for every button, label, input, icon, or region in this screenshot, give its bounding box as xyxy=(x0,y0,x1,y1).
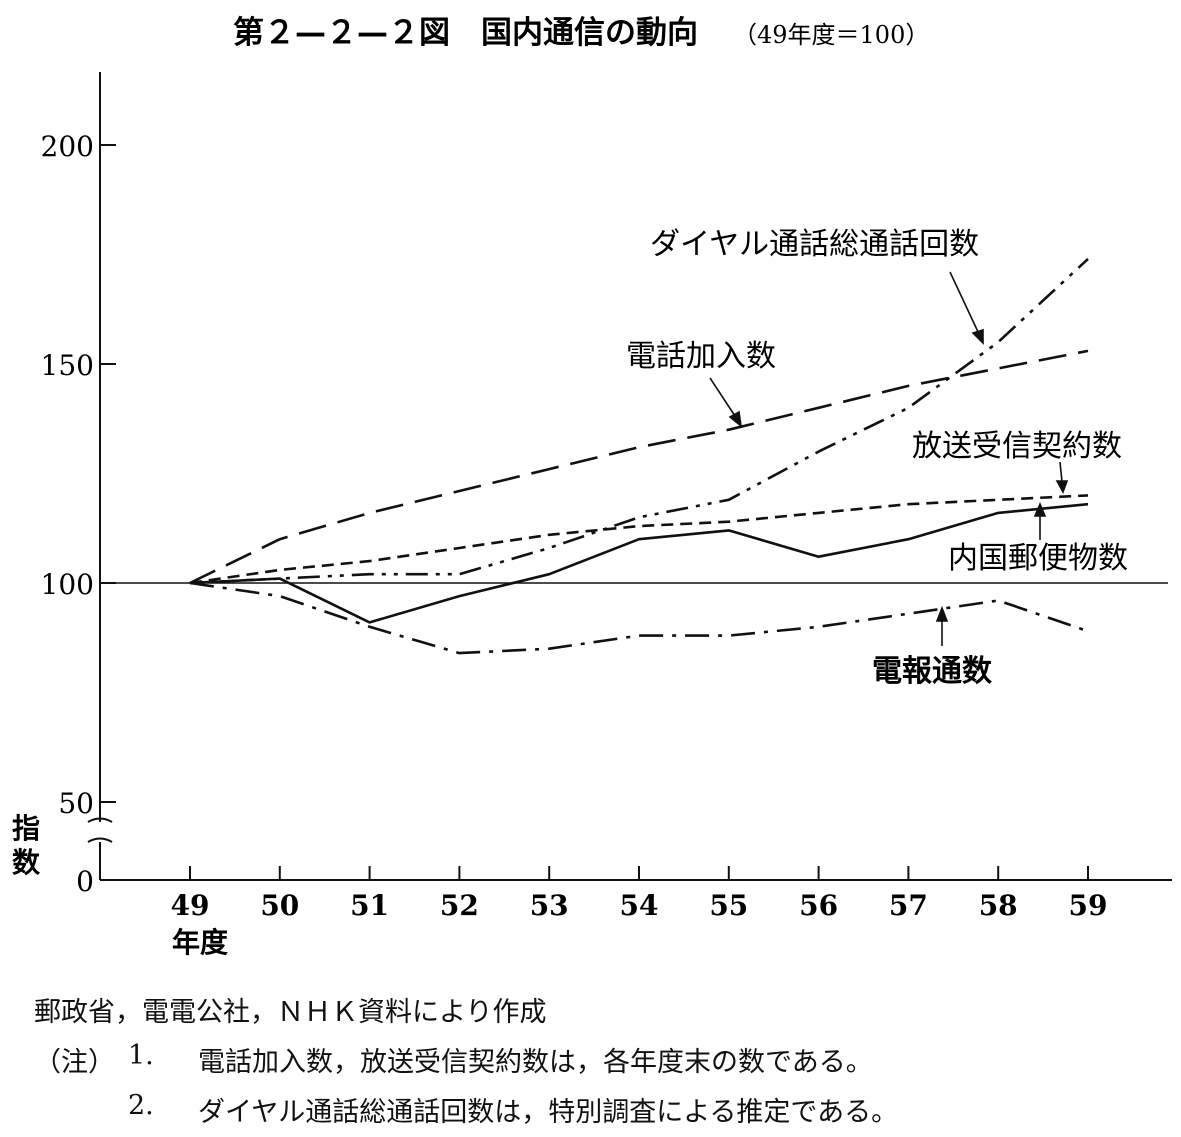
series-line-4 xyxy=(189,581,1089,655)
y-tick-label-50: 50 xyxy=(58,787,94,820)
y-tick-label-200: 200 xyxy=(41,130,94,163)
series-label-telegrams: 電報通数 xyxy=(872,654,993,689)
x-ticks: 49 50 51 52 53 54 55 56 57 58 59 xyxy=(171,866,1108,922)
y-axis xyxy=(87,72,113,880)
x-tick-label-58: 58 xyxy=(979,889,1018,922)
y-tick-label-100: 100 xyxy=(41,568,94,601)
chart-subtitle: （49年度＝100） xyxy=(733,21,929,49)
series-lines xyxy=(189,257,1089,655)
series-labels: ダイヤル通話総通話回数 電話加入数 放送受信契約数 内国郵便物数 電報通数 xyxy=(626,227,1128,689)
note-item-2-text: ダイヤル通話総通話回数は，特別調査による推定である。 xyxy=(198,1097,899,1128)
x-tick-label-54: 54 xyxy=(620,889,659,922)
series-label-phone-subscribers: 電話加入数 xyxy=(626,339,776,374)
x-tick-label-49: 49 xyxy=(171,889,210,922)
note-label: （注） xyxy=(34,1047,115,1078)
x-tick-label-55: 55 xyxy=(709,889,748,922)
y-axis-label-char-2: 数 xyxy=(12,846,41,879)
x-axis-label: 年度 xyxy=(172,926,228,959)
y-tick-label-0: 0 xyxy=(76,865,94,898)
x-tick-label-51: 51 xyxy=(350,889,389,922)
x-tick-label-59: 59 xyxy=(1069,889,1108,922)
chart-title: 第２—２—２図 国内通信の動向 xyxy=(233,15,698,51)
x-tick-label-50: 50 xyxy=(260,889,299,922)
note-item-1-text: 電話加入数，放送受信契約数は，各年度末の数である。 xyxy=(198,1047,873,1078)
series-label-dial-calls: ダイヤル通話総通話回数 xyxy=(650,227,979,262)
axis-break-mark xyxy=(87,817,113,843)
x-tick-label-56: 56 xyxy=(799,889,838,922)
line-chart: 第２—２—２図 国内通信の動向 （49年度＝100） 050100150200 … xyxy=(12,15,1172,959)
series-line-1 xyxy=(189,349,1089,585)
x-tick-label-53: 53 xyxy=(530,889,569,922)
series-label-broadcast-contracts: 放送受信契約数 xyxy=(912,429,1122,464)
note-item-2-num: 2. xyxy=(128,1090,154,1121)
y-axis-label-char-1: 指 xyxy=(12,812,40,845)
label-pointers xyxy=(709,271,1069,646)
y-ticks: 0 50 100 150 200 xyxy=(41,130,116,898)
x-tick-label-57: 57 xyxy=(889,889,928,922)
series-label-domestic-mail: 内国郵便物数 xyxy=(948,541,1128,576)
series-line-0 xyxy=(189,257,1089,585)
x-tick-label-52: 52 xyxy=(440,889,479,922)
note-item-1-num: 1. xyxy=(128,1040,154,1071)
source-note: 郵政省，電電公社，ＮＨＫ資料により作成 xyxy=(34,997,547,1028)
series-line-3 xyxy=(189,502,1089,624)
y-tick-label-150: 150 xyxy=(41,349,94,382)
